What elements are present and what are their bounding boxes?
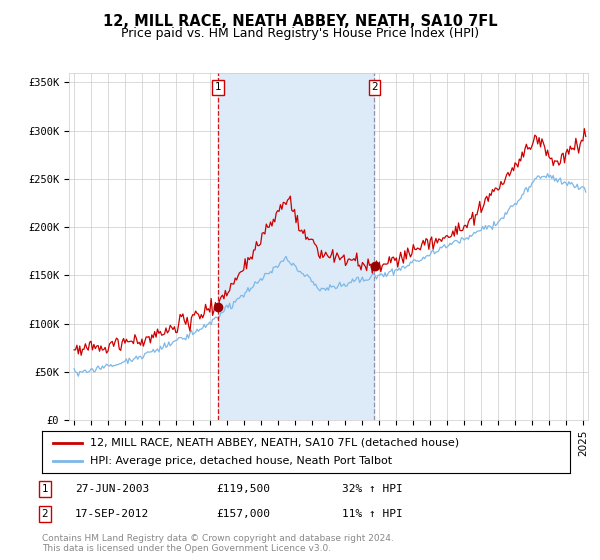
Text: 1: 1 (215, 82, 221, 92)
Text: 27-JUN-2003: 27-JUN-2003 (75, 484, 149, 494)
Text: 12, MILL RACE, NEATH ABBEY, NEATH, SA10 7FL (detached house): 12, MILL RACE, NEATH ABBEY, NEATH, SA10 … (89, 438, 458, 448)
Text: 2: 2 (371, 82, 378, 92)
Text: 11% ↑ HPI: 11% ↑ HPI (342, 509, 403, 519)
Text: Price paid vs. HM Land Registry's House Price Index (HPI): Price paid vs. HM Land Registry's House … (121, 27, 479, 40)
Bar (218, 73, 374, 420)
Text: HPI: Average price, detached house, Neath Port Talbot: HPI: Average price, detached house, Neat… (89, 456, 392, 466)
Text: 1: 1 (41, 484, 49, 494)
Text: 32% ↑ HPI: 32% ↑ HPI (342, 484, 403, 494)
Text: Contains HM Land Registry data © Crown copyright and database right 2024.
This d: Contains HM Land Registry data © Crown c… (42, 534, 394, 553)
Text: 17-SEP-2012: 17-SEP-2012 (75, 509, 149, 519)
Text: 2: 2 (41, 509, 49, 519)
Text: £119,500: £119,500 (216, 484, 270, 494)
Text: 12, MILL RACE, NEATH ABBEY, NEATH, SA10 7FL: 12, MILL RACE, NEATH ABBEY, NEATH, SA10 … (103, 14, 497, 29)
Text: £157,000: £157,000 (216, 509, 270, 519)
